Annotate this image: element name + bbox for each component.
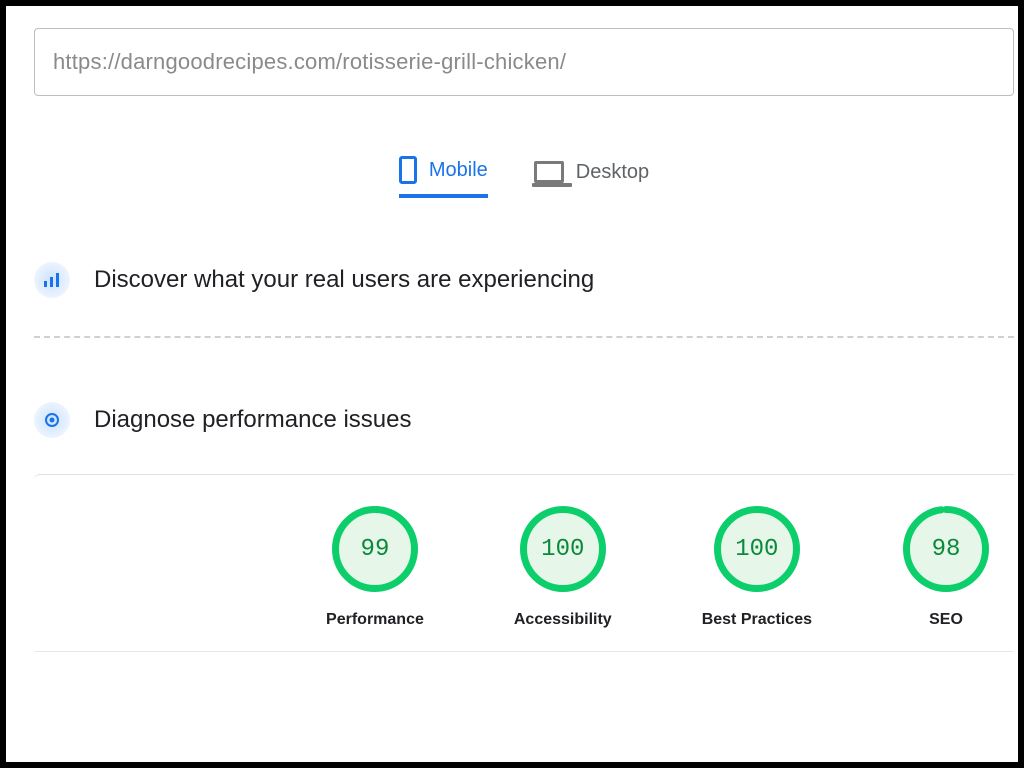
scores-row: 99 Performance 100 Accessibility 100 Best Pra… [34, 505, 1014, 652]
url-input[interactable]: https://darngoodrecipes.com/rotisserie-g… [34, 28, 1014, 96]
discover-section: Discover what your real users are experi… [34, 262, 1014, 298]
score-gauge: 100 [519, 505, 607, 593]
laptop-icon [534, 161, 564, 183]
score-gauge: 99 [331, 505, 419, 593]
tab-desktop-label: Desktop [576, 161, 649, 184]
score-label: Best Practices [702, 611, 812, 629]
score-value: 98 [902, 505, 990, 593]
section-divider [34, 336, 1014, 338]
diagnose-section: Diagnose performance issues [34, 402, 1014, 438]
score-performance[interactable]: 99 Performance [326, 505, 424, 629]
score-accessibility[interactable]: 100 Accessibility [514, 505, 612, 629]
device-tabs: Mobile Desktop [34, 156, 1014, 198]
target-icon [34, 402, 70, 438]
score-value: 100 [713, 505, 801, 593]
score-gauge: 98 [902, 505, 990, 593]
discover-heading: Discover what your real users are experi… [94, 266, 594, 294]
page-frame: https://darngoodrecipes.com/rotisserie-g… [0, 0, 1024, 768]
score-label: SEO [929, 611, 963, 629]
score-label: Performance [326, 611, 424, 629]
tab-mobile[interactable]: Mobile [399, 156, 488, 198]
scores-card: 99 Performance 100 Accessibility 100 Best Pra… [34, 474, 1014, 652]
score-best-practices[interactable]: 100 Best Practices [702, 505, 812, 629]
tab-desktop[interactable]: Desktop [534, 156, 649, 198]
score-seo[interactable]: 98 SEO [902, 505, 990, 629]
url-text: https://darngoodrecipes.com/rotisserie-g… [53, 49, 566, 75]
score-value: 100 [519, 505, 607, 593]
phone-icon [399, 156, 417, 184]
tab-mobile-label: Mobile [429, 159, 488, 182]
diagnose-heading: Diagnose performance issues [94, 406, 412, 434]
score-label: Accessibility [514, 611, 612, 629]
score-value: 99 [331, 505, 419, 593]
analytics-icon [34, 262, 70, 298]
score-gauge: 100 [713, 505, 801, 593]
